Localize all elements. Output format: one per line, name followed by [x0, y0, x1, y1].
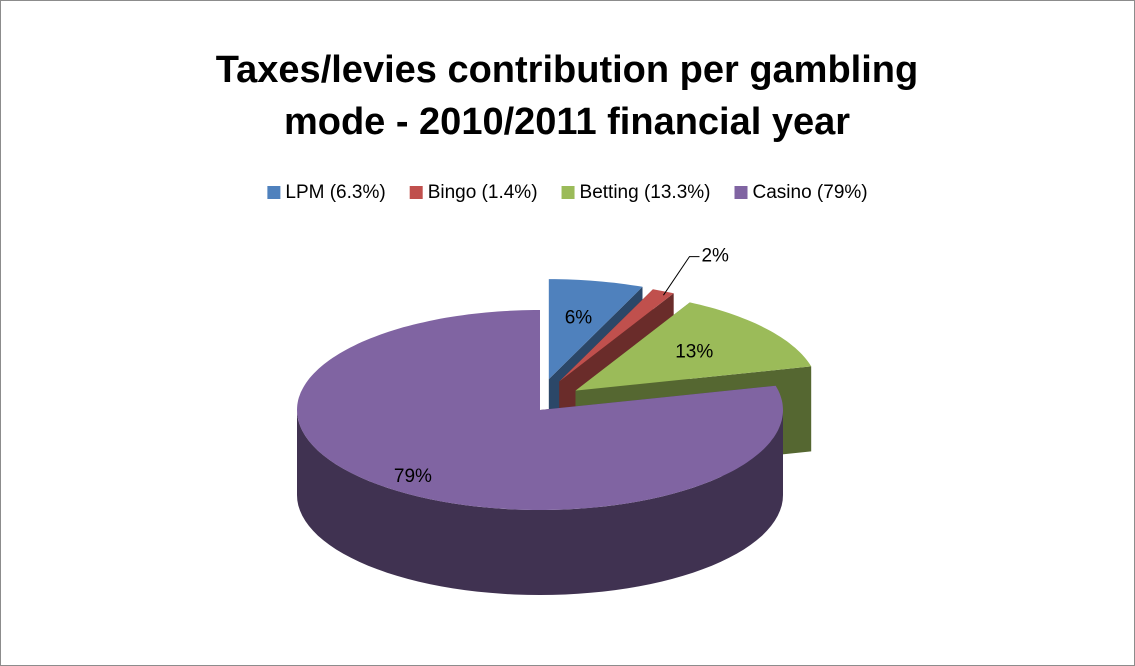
slice-side — [297, 410, 783, 595]
legend-label: Casino (79%) — [753, 182, 868, 203]
slice — [548, 279, 643, 380]
leader-line — [663, 256, 700, 296]
legend-label: Betting (13.3%) — [580, 182, 711, 203]
legend: LPM (6.3%) Bingo (1.4%) Betting (13.3%) Cas… — [267, 182, 868, 203]
legend-swatch — [734, 186, 748, 199]
data-label: 13% — [675, 341, 713, 362]
data-label: 79% — [394, 466, 432, 487]
slice — [575, 302, 812, 391]
data-label: 2% — [701, 246, 729, 267]
slice — [297, 310, 783, 510]
legend-swatch — [409, 186, 423, 199]
chart-title: mode - 2010/2011 financial year — [284, 101, 850, 143]
legend-swatch — [267, 186, 281, 199]
chart-title: Taxes/levies contribution per gambling — [216, 49, 918, 91]
legend-label: LPM (6.3%) — [285, 182, 385, 203]
data-label: 6% — [565, 307, 593, 328]
pie: 6% 2% 13% 79% — [297, 246, 812, 595]
slice — [559, 289, 674, 382]
legend-label: Bingo (1.4%) — [428, 182, 538, 203]
legend-swatch — [561, 186, 575, 199]
